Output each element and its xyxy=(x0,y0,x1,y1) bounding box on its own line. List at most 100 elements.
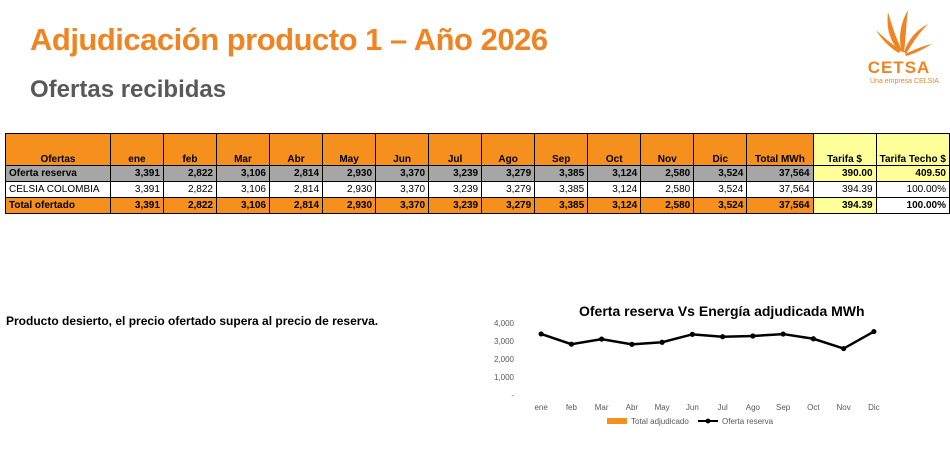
legend-swatch-total-adjudicado xyxy=(607,418,627,424)
column-header: Ago xyxy=(481,133,536,166)
y-tick-label: - xyxy=(511,391,514,400)
page-subtitle: Ofertas recibidas xyxy=(30,76,227,103)
y-tick-label: 1,000 xyxy=(494,373,515,382)
x-tick-label: Ago xyxy=(746,403,761,412)
column-header: ene xyxy=(109,133,164,166)
data-point xyxy=(689,331,695,337)
table-cell: 2,580 xyxy=(640,197,695,214)
chart: 4,000 3,000 2,000 1,000 - ene feb Mar Abr May Jun J… xyxy=(494,319,880,426)
table-cell: 2,580 xyxy=(640,165,695,182)
y-tick-label: 3,000 xyxy=(494,337,515,346)
table-cell: 3,239 xyxy=(428,181,483,198)
table-header-row: Ofertas ene feb Mar Abr May Jun Jul Ago Sep Oct Nov… xyxy=(5,133,950,166)
table-cell: 2,580 xyxy=(640,181,695,198)
x-tick-label: ene xyxy=(534,403,548,412)
table-cell: 2,814 xyxy=(268,165,324,182)
table-cell: 3,124 xyxy=(587,165,642,182)
y-tick-label: 2,000 xyxy=(494,355,515,364)
x-tick-label: Mar xyxy=(595,403,609,412)
table-cell: 100.00% xyxy=(875,197,950,214)
row-label: Oferta reserva xyxy=(5,165,111,182)
chart-title: Oferta reserva Vs Energía adjudicada MWh xyxy=(579,303,865,319)
cetsa-logo-icon xyxy=(876,10,932,56)
table-cell: 3,124 xyxy=(587,197,642,214)
column-header: May xyxy=(322,133,377,166)
table-cell: 2,930 xyxy=(322,181,377,198)
table-cell: 3,370 xyxy=(375,197,430,214)
legend-label: Oferta reserva xyxy=(722,417,774,426)
table-cell: 3,279 xyxy=(481,165,536,182)
table-cell: 390.00 xyxy=(812,165,877,182)
data-point xyxy=(750,333,756,339)
table-cell: 409.50 xyxy=(875,165,950,182)
column-header: Jul xyxy=(428,133,483,166)
table-cell: 2,930 xyxy=(322,165,377,182)
table-cell: 394.39 xyxy=(812,197,877,214)
column-header: Dic xyxy=(693,133,748,166)
x-tick-label: Dic xyxy=(868,403,880,412)
logo-tagline: Una empresa CELSIA xyxy=(870,78,939,85)
legend-label: Total adjudicado xyxy=(631,417,689,426)
column-header: Oct xyxy=(587,133,642,166)
column-header: Abr xyxy=(268,133,324,166)
table-cell: 3,385 xyxy=(534,165,589,182)
column-header: Mar xyxy=(215,133,271,166)
row-label: CELSIA COLOMBIA xyxy=(5,181,111,198)
table-cell: 3,106 xyxy=(215,181,271,198)
column-header: Sep xyxy=(534,133,589,166)
table-cell: 3,391 xyxy=(109,165,164,182)
data-point xyxy=(810,336,816,342)
table-row: Total ofertado 3,391 2,822 3,106 2,814 2,930 3… xyxy=(5,197,950,214)
table-cell: 2,822 xyxy=(162,197,217,214)
data-point xyxy=(568,341,574,347)
table-cell: 3,239 xyxy=(428,197,483,214)
x-tick-label: Abr xyxy=(626,403,639,412)
table-cell: 37,564 xyxy=(746,181,814,198)
x-tick-label: Jun xyxy=(686,403,699,412)
table-cell: 3,385 xyxy=(534,197,589,214)
data-point xyxy=(599,336,605,342)
x-tick-label: Sep xyxy=(776,403,791,412)
table-cell: 3,370 xyxy=(375,165,430,182)
table-cell: 3,370 xyxy=(375,181,430,198)
x-tick-label: Oct xyxy=(807,403,820,412)
table-cell: 2,814 xyxy=(268,181,324,198)
data-point xyxy=(720,334,726,340)
row-label: Total ofertado xyxy=(5,197,111,214)
table-cell: 2,822 xyxy=(162,181,217,198)
x-tick-label: Nov xyxy=(837,403,851,412)
x-tick-label: May xyxy=(655,403,670,412)
table-cell: 3,391 xyxy=(109,181,164,198)
table-cell: 37,564 xyxy=(746,197,814,214)
table-cell: 3,524 xyxy=(693,165,748,182)
x-tick-label: feb xyxy=(566,403,578,412)
series-line-oferta-reserva xyxy=(540,330,875,350)
table-cell: 2,930 xyxy=(322,197,377,214)
offers-table: Ofertas ene feb Mar Abr May Jun Jul Ago Sep Oct Nov… xyxy=(5,133,950,214)
data-point xyxy=(780,331,786,337)
data-point xyxy=(659,339,665,345)
column-header: Tarifa $ xyxy=(812,133,877,166)
table-cell: 3,524 xyxy=(693,197,748,214)
table-row: Oferta reserva 3,391 2,822 3,106 2,814 2,930 3… xyxy=(5,165,950,182)
data-point xyxy=(841,345,847,352)
table-cell: 2,822 xyxy=(162,165,217,182)
table-cell: 37,564 xyxy=(746,165,814,182)
column-header: Ofertas xyxy=(5,133,111,166)
table-cell: 3,279 xyxy=(481,197,536,214)
table-cell: 3,124 xyxy=(587,181,642,198)
data-point xyxy=(871,328,877,335)
data-point xyxy=(629,341,635,347)
table-cell: 3,385 xyxy=(534,181,589,198)
legend-marker xyxy=(705,418,711,424)
result-note: Producto desierto, el precio ofertado su… xyxy=(6,314,379,328)
table-cell: 3,279 xyxy=(481,181,536,198)
column-header: Total MWh xyxy=(746,133,814,166)
column-header: Tarifa Techo $ xyxy=(875,133,950,166)
x-tick-label: Jul xyxy=(718,403,728,412)
table-cell: 3,239 xyxy=(428,165,483,182)
page-title: Adjudicación producto 1 – Año 2026 xyxy=(30,22,548,57)
y-tick-label: 4,000 xyxy=(494,319,515,328)
table-row: CELSIA COLOMBIA 3,391 2,822 3,106 2,814 2,930… xyxy=(5,181,950,198)
table-cell: 3,106 xyxy=(215,165,271,182)
